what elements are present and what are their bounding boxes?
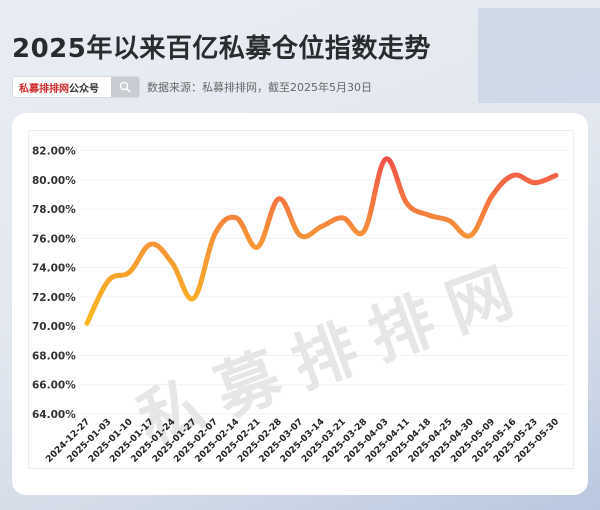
search-label: 私募排排网公众号 (13, 80, 111, 95)
y-tick-label: 72.00% (32, 292, 76, 304)
page-title: 2025年以来百亿私募仓位指数走势 (12, 34, 431, 64)
y-tick-label: 68.00% (32, 350, 76, 362)
y-tick-label: 64.00% (32, 409, 76, 421)
search-suffix: 公众号 (69, 83, 99, 95)
y-axis-labels: 64.00% 66.00% 68.00% 70.00% 72.00% 74.00% 76.0… (32, 146, 76, 422)
y-tick-label: 80.00% (32, 175, 76, 187)
y-tick-label: 82.00% (32, 146, 76, 158)
search-button[interactable] (111, 77, 139, 97)
search-box[interactable]: 私募排排网公众号 (12, 76, 140, 98)
plot-area (28, 130, 574, 469)
background-panel (478, 8, 600, 103)
search-brand: 私募排排网 (19, 83, 69, 95)
data-source-note: 数据来源：私募排排网，截至2025年5月30日 (147, 81, 372, 94)
y-tick-label: 76.00% (32, 233, 76, 245)
y-tick-label: 74.00% (32, 263, 76, 275)
data-line (84, 156, 559, 326)
y-tick-label: 78.00% (32, 204, 76, 216)
y-tick-label: 66.00% (32, 380, 76, 392)
x-axis-labels: 2024-12-272025-01-032025-01-102025-01-17… (44, 417, 561, 465)
y-tick-label: 70.00% (32, 321, 76, 333)
search-icon (119, 81, 131, 93)
